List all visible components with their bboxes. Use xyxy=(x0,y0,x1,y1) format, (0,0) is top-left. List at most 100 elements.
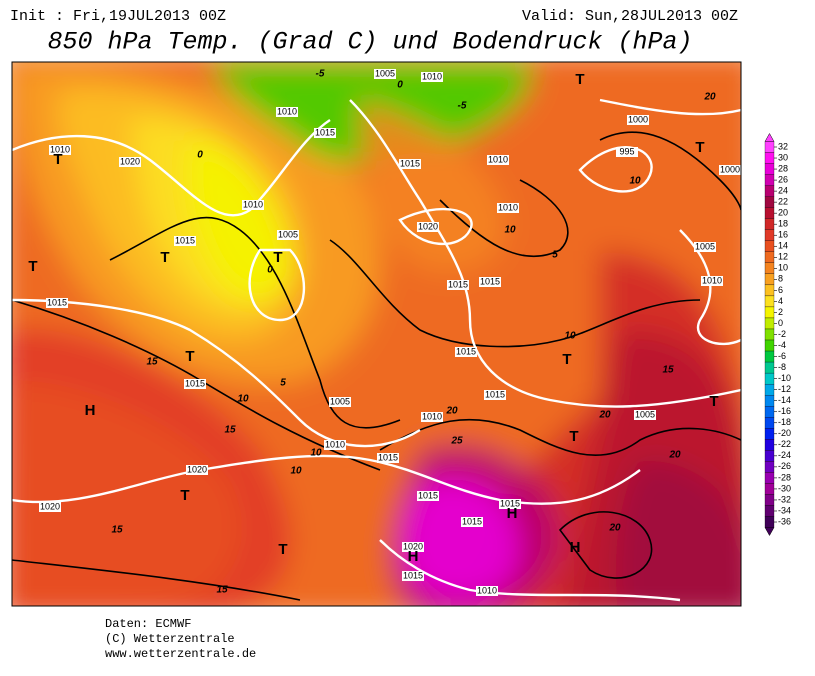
temperature-label: 5 xyxy=(280,378,286,389)
isobar-label: 1010 xyxy=(422,71,442,81)
colorbar-bottom-arrow xyxy=(764,527,775,537)
label-box xyxy=(417,491,439,501)
colorbar-swatch xyxy=(764,240,775,252)
pressure-center: H xyxy=(408,548,419,565)
isobar-label: 1010 xyxy=(422,411,442,421)
pressure-center: H xyxy=(507,505,518,522)
isobar-label: 1015 xyxy=(448,279,468,289)
temperature-label: 15 xyxy=(216,585,228,596)
footer-url: www.wetterzentrale.de xyxy=(105,647,256,661)
colorbar-swatch xyxy=(764,472,775,484)
colorbar-label: -6 xyxy=(778,351,786,361)
label-box xyxy=(634,410,656,420)
temperature-label: 5 xyxy=(552,250,558,261)
isobar-label: 1010 xyxy=(702,275,722,285)
label-box xyxy=(487,155,509,165)
temperature-label: 0 xyxy=(397,80,403,91)
label-box xyxy=(484,390,506,400)
temperature-label: 25 xyxy=(450,436,463,447)
colorbar-label: -4 xyxy=(778,340,786,350)
temperature-label: 15 xyxy=(146,357,158,368)
temperature-label: -5 xyxy=(458,101,467,112)
colorbar-label: 26 xyxy=(778,174,788,184)
colorbar-label: 24 xyxy=(778,185,788,195)
colorbar-label: -20 xyxy=(778,428,791,438)
pressure-center: T xyxy=(180,487,189,504)
isobar-label: 1015 xyxy=(456,346,476,356)
colorbar-swatch xyxy=(764,461,775,473)
label-box xyxy=(39,502,61,512)
pressure-center: T xyxy=(709,393,718,410)
colorbar-swatch xyxy=(764,317,775,330)
isobar-label: 1015 xyxy=(485,389,505,399)
colorbar-swatch xyxy=(764,417,775,429)
colorbar-label: -10 xyxy=(778,373,791,383)
label-box xyxy=(627,115,649,125)
colorbar-swatch xyxy=(764,339,775,352)
colorbar-swatch xyxy=(764,152,775,164)
label-box xyxy=(277,230,299,240)
colorbar-label: 18 xyxy=(778,219,788,229)
isobar-label: 1020 xyxy=(40,501,60,511)
label-box xyxy=(119,157,141,167)
colorbar-label: 22 xyxy=(778,197,788,207)
colorbar-label: 12 xyxy=(778,252,788,262)
isobar-label: 1020 xyxy=(403,541,423,551)
pressure-center: T xyxy=(695,139,704,156)
colorbar-swatch xyxy=(764,383,775,396)
label-box xyxy=(421,412,443,422)
colorbar-label: -2 xyxy=(778,329,786,339)
colorbar-swatch xyxy=(764,450,775,462)
label-box xyxy=(377,453,399,463)
isobar-label: 1020 xyxy=(418,221,438,231)
isobar-label: 1000 xyxy=(628,114,648,124)
temperature-area xyxy=(401,478,520,600)
isobar-label: 1020 xyxy=(187,464,207,474)
pressure-center: T xyxy=(185,348,194,365)
temperature-label: 15 xyxy=(111,525,123,536)
temperature-label: 20 xyxy=(668,450,681,461)
colorbar-label: -34 xyxy=(778,505,791,515)
valid-time: Valid: Sun,28JUL2013 00Z xyxy=(522,8,738,25)
pressure-center: T xyxy=(273,249,282,266)
colorbar-label: 2 xyxy=(778,307,783,317)
colorbar-label: -22 xyxy=(778,439,791,449)
colorbar-swatch xyxy=(764,262,775,274)
colorbar-swatch xyxy=(764,163,775,175)
label-box xyxy=(49,145,71,155)
label-box xyxy=(174,236,196,246)
label-box xyxy=(479,277,501,287)
temperature-label: 10 xyxy=(237,394,249,405)
pressure-center: T xyxy=(575,71,584,88)
temperature-label: 0 xyxy=(267,265,273,276)
colorbar-swatch xyxy=(764,284,775,297)
colorbar-swatch xyxy=(764,196,775,208)
colorbar-swatch xyxy=(764,406,775,418)
colorbar-label: 16 xyxy=(778,230,788,240)
temperature-label: 10 xyxy=(564,331,576,342)
label-box xyxy=(329,397,351,407)
temperature-label: 20 xyxy=(608,523,621,534)
label-box xyxy=(461,517,483,527)
colorbar-swatch xyxy=(764,207,775,219)
label-box xyxy=(701,276,723,286)
colorbar-label: -24 xyxy=(778,450,791,460)
isobar-label: 1015 xyxy=(418,490,438,500)
pressure-center: T xyxy=(569,428,578,445)
label-box xyxy=(497,203,519,213)
label-box xyxy=(399,159,421,169)
pressure-center: T xyxy=(562,351,571,368)
label-box xyxy=(374,69,396,79)
colorbar-swatch xyxy=(764,483,775,495)
isobar-label: 1005 xyxy=(695,241,715,251)
colorbar-swatch xyxy=(764,439,775,451)
colorbar-swatch xyxy=(764,494,775,506)
isobar-label: 1005 xyxy=(375,68,395,78)
isobar-label: 1005 xyxy=(635,409,655,419)
colorbar-label: 6 xyxy=(778,285,783,295)
colorbar-swatch xyxy=(764,516,775,528)
colorbar-swatch xyxy=(764,505,775,517)
colorbar-swatch xyxy=(764,273,775,286)
